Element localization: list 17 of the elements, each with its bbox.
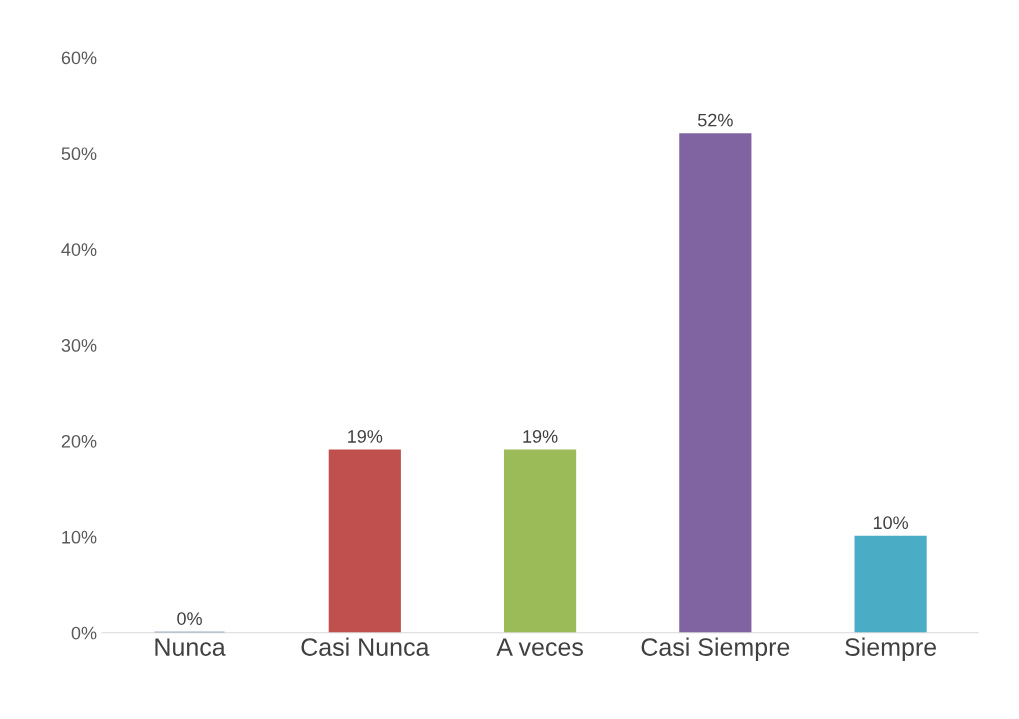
y-tick-label: 0% xyxy=(71,626,97,640)
data-label: 0% xyxy=(177,612,202,625)
y-tick-label: 20% xyxy=(61,434,97,448)
data-label: 19% xyxy=(348,430,383,443)
y-tick-label: 10% xyxy=(62,530,97,544)
data-label: 10% xyxy=(873,516,909,530)
y-tick-label: 60% xyxy=(61,51,97,65)
x-tick-label: A veces xyxy=(496,638,583,656)
data-label: 19% xyxy=(523,430,558,443)
y-tick-label: 50% xyxy=(61,147,97,161)
x-tick-label: Siempre xyxy=(845,637,937,661)
y-tick-label: 30% xyxy=(61,339,97,352)
data-label: 52% xyxy=(697,113,733,127)
x-tick-label: Casi Nunca xyxy=(301,637,430,656)
y-tick-label: 40% xyxy=(61,243,97,256)
x-tick-label: Nunca xyxy=(155,638,226,656)
x-tick-label: Casi Siempre xyxy=(641,637,790,661)
